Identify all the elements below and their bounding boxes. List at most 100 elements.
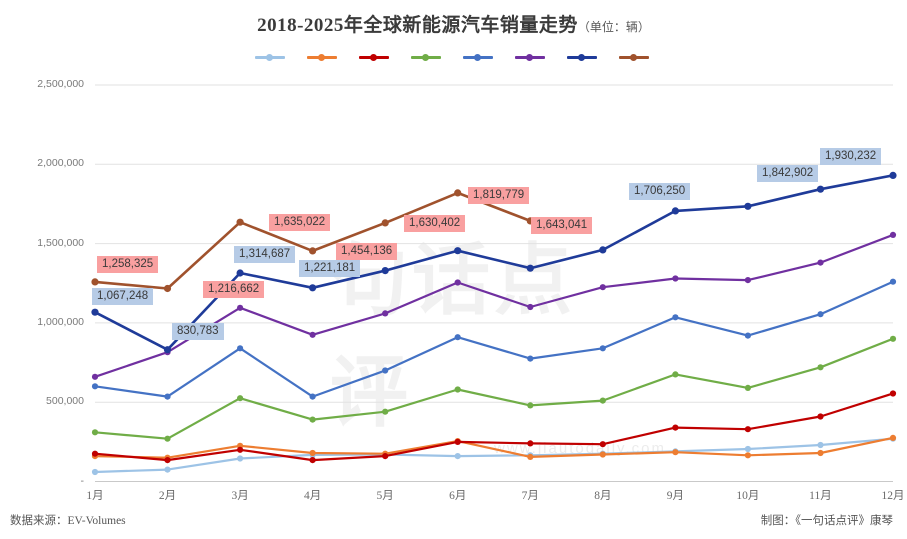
data-point[interactable] <box>91 278 99 286</box>
data-point[interactable] <box>527 452 534 459</box>
data-point[interactable] <box>817 311 824 318</box>
legend-item-2022年[interactable] <box>462 52 497 62</box>
data-point[interactable] <box>163 284 172 293</box>
data-point[interactable] <box>382 453 389 460</box>
data-point[interactable] <box>526 264 534 272</box>
y-axis-tick-label: 1,000,000 <box>37 315 84 328</box>
data-point[interactable] <box>382 367 389 374</box>
data-point[interactable] <box>91 468 99 476</box>
data-point[interactable] <box>889 278 897 285</box>
data-point[interactable] <box>889 435 897 442</box>
data-point[interactable] <box>164 349 171 356</box>
data-point[interactable] <box>599 451 606 458</box>
data-point[interactable] <box>309 457 316 464</box>
data-point[interactable] <box>309 247 317 255</box>
data-point[interactable] <box>236 269 244 277</box>
data-point[interactable] <box>527 440 534 447</box>
data-point[interactable] <box>744 202 752 210</box>
data-point[interactable] <box>237 442 244 449</box>
data-point[interactable] <box>889 434 897 441</box>
data-point[interactable] <box>672 448 679 455</box>
legend-item-2024年[interactable] <box>566 52 601 62</box>
data-point[interactable] <box>237 304 244 311</box>
data-point[interactable] <box>889 171 897 179</box>
data-point[interactable] <box>599 450 606 457</box>
data-point[interactable] <box>817 441 824 449</box>
data-point[interactable] <box>889 335 897 342</box>
data-point[interactable] <box>454 386 461 393</box>
data-point[interactable] <box>744 426 752 433</box>
legend-item-2025年[interactable] <box>618 52 653 62</box>
data-point[interactable] <box>672 449 679 456</box>
data-point[interactable] <box>527 303 534 311</box>
data-point[interactable] <box>91 450 99 457</box>
data-point[interactable] <box>527 355 534 362</box>
data-point[interactable] <box>164 457 171 464</box>
data-point[interactable] <box>309 331 316 338</box>
data-point[interactable] <box>454 279 461 286</box>
data-point[interactable] <box>889 231 897 238</box>
data-point[interactable] <box>164 393 171 400</box>
legend-item-2018年[interactable] <box>254 52 289 62</box>
data-point[interactable] <box>744 445 752 453</box>
data-point[interactable] <box>527 402 534 409</box>
data-point[interactable] <box>599 397 606 404</box>
data-point[interactable] <box>816 185 825 193</box>
data-point[interactable] <box>309 451 316 458</box>
data-point[interactable] <box>164 435 171 442</box>
data-point[interactable] <box>91 373 99 380</box>
data-point[interactable] <box>889 390 897 397</box>
data-point[interactable] <box>163 346 172 354</box>
data-point[interactable] <box>91 383 99 390</box>
data-point[interactable] <box>91 453 99 460</box>
data-point[interactable] <box>382 450 389 457</box>
data-point[interactable] <box>454 438 461 445</box>
data-point[interactable] <box>817 449 824 457</box>
legend-item-2023年[interactable] <box>514 52 549 62</box>
data-point[interactable] <box>454 438 461 445</box>
data-point[interactable] <box>91 308 99 316</box>
data-point[interactable] <box>672 424 679 431</box>
data-point[interactable] <box>672 275 679 282</box>
data-point[interactable] <box>599 246 607 254</box>
data-point[interactable] <box>381 219 389 227</box>
data-point[interactable] <box>744 332 752 339</box>
data-point[interactable] <box>672 371 679 378</box>
data-point[interactable] <box>382 408 389 415</box>
data-point[interactable] <box>599 284 606 291</box>
data-point[interactable] <box>599 345 606 352</box>
data-point[interactable] <box>672 314 679 321</box>
data-point[interactable] <box>817 259 824 266</box>
data-point[interactable] <box>599 441 606 448</box>
data-point[interactable] <box>454 334 461 341</box>
data-point[interactable] <box>454 247 462 255</box>
data-point[interactable] <box>671 207 680 215</box>
data-point[interactable] <box>237 455 244 462</box>
data-point[interactable] <box>309 449 316 457</box>
data-point[interactable] <box>454 453 461 460</box>
data-point[interactable] <box>237 395 244 402</box>
x-axis-tick-label: 7月 <box>521 490 539 502</box>
data-point[interactable] <box>381 267 389 275</box>
data-point[interactable] <box>817 413 824 420</box>
data-point[interactable] <box>164 466 171 473</box>
data-point[interactable] <box>309 393 316 400</box>
legend-item-2021年[interactable] <box>410 52 445 62</box>
legend-item-2020年[interactable] <box>358 52 393 62</box>
data-point[interactable] <box>237 446 244 453</box>
data-point[interactable] <box>237 345 244 352</box>
legend-item-2019年[interactable] <box>306 52 341 62</box>
data-point[interactable] <box>382 310 389 317</box>
data-point[interactable] <box>382 451 389 458</box>
data-point[interactable] <box>164 454 171 461</box>
data-point[interactable] <box>817 364 824 371</box>
data-point[interactable] <box>744 384 752 391</box>
data-point[interactable] <box>309 416 316 423</box>
data-point[interactable] <box>744 452 752 459</box>
data-point[interactable] <box>527 453 534 460</box>
data-point[interactable] <box>309 284 317 292</box>
data-point[interactable] <box>91 429 99 436</box>
data-point[interactable] <box>454 189 462 197</box>
data-point[interactable] <box>236 218 244 226</box>
data-point[interactable] <box>744 277 752 284</box>
